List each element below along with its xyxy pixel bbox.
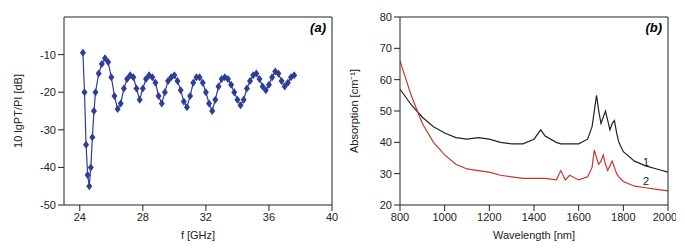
svg-text:800: 800: [391, 211, 409, 223]
svg-text:70: 70: [380, 42, 392, 54]
svg-text:1000: 1000: [432, 211, 456, 223]
svg-text:80: 80: [380, 11, 392, 23]
svg-text:1200: 1200: [477, 211, 501, 223]
svg-text:28: 28: [137, 211, 149, 223]
svg-text:50: 50: [380, 105, 392, 117]
svg-text:-40: -40: [40, 161, 56, 173]
svg-text:2000: 2000: [653, 211, 676, 223]
svg-text:-20: -20: [40, 86, 56, 98]
svg-text:1: 1: [643, 156, 649, 168]
svg-text:-50: -50: [40, 199, 56, 211]
svg-text:Wavelength [nm]: Wavelength [nm]: [493, 229, 575, 241]
svg-text:-10: -10: [40, 49, 56, 61]
svg-text:36: 36: [263, 211, 275, 223]
svg-text:1400: 1400: [522, 211, 546, 223]
svg-text:40: 40: [326, 211, 338, 223]
svg-text:1800: 1800: [611, 211, 635, 223]
svg-text:2: 2: [643, 175, 649, 187]
svg-text:f [GHz]: f [GHz]: [181, 229, 215, 241]
html-text:(b): (b): [645, 20, 662, 35]
svg-text:Absorption [cm⁻¹]: Absorption [cm⁻¹]: [348, 69, 360, 153]
svg-text:-30: -30: [40, 124, 56, 136]
svg-text:40: 40: [380, 136, 392, 148]
svg-text:32: 32: [200, 211, 212, 223]
svg-text:60: 60: [380, 74, 392, 86]
svg-text:30: 30: [380, 168, 392, 180]
html-text:(a): (a): [310, 20, 326, 35]
svg-text:1600: 1600: [566, 211, 590, 223]
svg-text:20: 20: [380, 199, 392, 211]
svg-text:24: 24: [74, 211, 86, 223]
svg-text:10 lgPT/PI [dB]: 10 lgPT/PI [dB]: [12, 74, 24, 148]
